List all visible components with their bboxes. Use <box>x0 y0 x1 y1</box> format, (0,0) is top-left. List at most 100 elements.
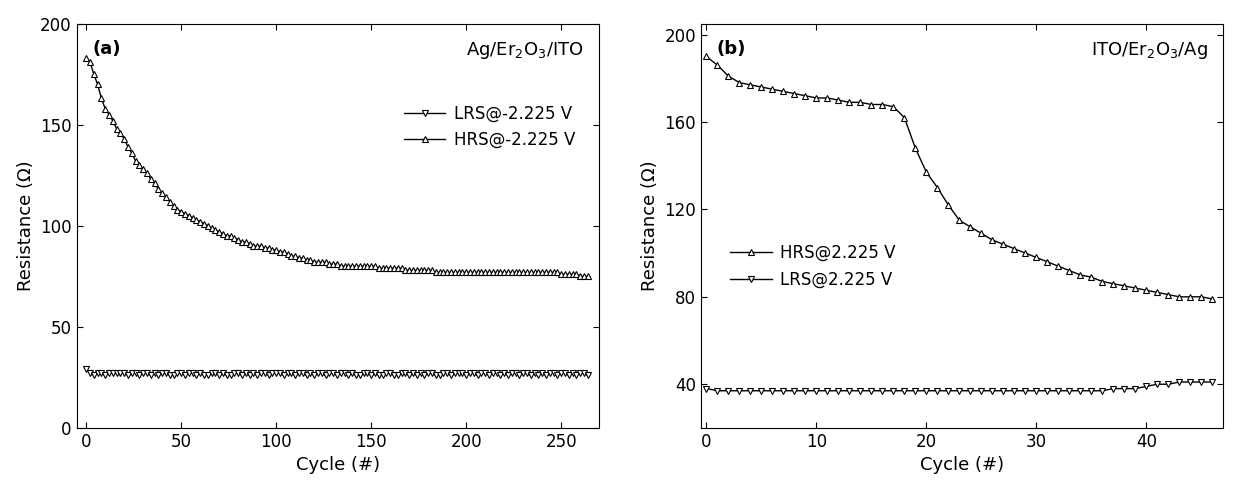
LRS@2.225 V <box>941 388 956 394</box>
HRS@2.225 V <box>897 115 911 121</box>
HRS@2.225 V <box>711 62 725 68</box>
HRS@2.225 V <box>776 88 791 94</box>
LRS@-2.225 V <box>79 366 94 372</box>
HRS@2.225 V <box>787 91 802 97</box>
HRS@2.225 V <box>1205 296 1220 302</box>
LRS@-2.225 V <box>428 372 443 378</box>
LRS@2.225 V <box>711 388 725 394</box>
LRS@2.225 V <box>754 388 769 394</box>
HRS@2.225 V <box>1073 272 1087 278</box>
HRS@2.225 V <box>919 169 934 175</box>
LRS@2.225 V <box>776 388 791 394</box>
Line: HRS@2.225 V: HRS@2.225 V <box>703 53 1215 302</box>
LRS@2.225 V <box>1106 385 1121 391</box>
LRS@2.225 V <box>1095 388 1110 394</box>
HRS@2.225 V <box>743 82 758 88</box>
LRS@2.225 V <box>897 388 911 394</box>
LRS@2.225 V <box>1128 385 1143 391</box>
Text: Ag/Er$_2$O$_3$/ITO: Ag/Er$_2$O$_3$/ITO <box>466 40 584 61</box>
LRS@2.225 V <box>952 388 967 394</box>
LRS@2.225 V <box>1172 379 1187 385</box>
LRS@2.225 V <box>1161 382 1176 387</box>
HRS@2.225 V <box>973 230 988 236</box>
LRS@2.225 V <box>1183 379 1198 385</box>
HRS@2.225 V <box>1007 246 1022 252</box>
HRS@-2.225 V <box>424 267 439 273</box>
HRS@2.225 V <box>820 95 835 101</box>
LRS@2.225 V <box>1040 388 1055 394</box>
HRS@-2.225 V <box>409 267 424 273</box>
HRS@2.225 V <box>1149 290 1164 296</box>
LRS@-2.225 V <box>565 370 580 376</box>
X-axis label: Cycle (#): Cycle (#) <box>920 456 1004 474</box>
HRS@-2.225 V <box>394 265 409 271</box>
HRS@2.225 V <box>963 224 978 230</box>
LRS@2.225 V <box>799 388 813 394</box>
LRS@2.225 V <box>864 388 879 394</box>
HRS@2.225 V <box>908 145 923 151</box>
X-axis label: Cycle (#): Cycle (#) <box>296 456 379 474</box>
HRS@2.225 V <box>885 104 900 109</box>
HRS@2.225 V <box>1052 263 1066 269</box>
HRS@2.225 V <box>1029 254 1044 260</box>
LRS@2.225 V <box>985 388 999 394</box>
LRS@2.225 V <box>1149 382 1164 387</box>
LRS@2.225 V <box>808 388 823 394</box>
HRS@2.225 V <box>1095 278 1110 284</box>
HRS@2.225 V <box>1138 287 1153 293</box>
LRS@2.225 V <box>1205 379 1220 385</box>
HRS@-2.225 V <box>580 273 595 279</box>
LRS@2.225 V <box>1194 379 1209 385</box>
LRS@2.225 V <box>996 388 1011 394</box>
Y-axis label: Resistance (Ω): Resistance (Ω) <box>16 161 35 291</box>
Line: LRS@2.225 V: LRS@2.225 V <box>703 379 1215 394</box>
LRS@2.225 V <box>930 388 945 394</box>
LRS@2.225 V <box>743 388 758 394</box>
HRS@2.225 V <box>996 242 1011 247</box>
HRS@2.225 V <box>732 80 746 85</box>
HRS@2.225 V <box>853 99 868 105</box>
HRS@2.225 V <box>1161 292 1176 298</box>
LRS@2.225 V <box>720 388 735 394</box>
LRS@2.225 V <box>765 388 780 394</box>
HRS@2.225 V <box>1061 268 1076 273</box>
LRS@2.225 V <box>885 388 900 394</box>
Legend: HRS@2.225 V, LRS@2.225 V: HRS@2.225 V, LRS@2.225 V <box>730 244 895 288</box>
HRS@2.225 V <box>985 237 999 243</box>
LRS@-2.225 V <box>413 370 428 376</box>
HRS@2.225 V <box>754 84 769 90</box>
HRS@-2.225 V <box>113 130 128 136</box>
HRS@2.225 V <box>1018 250 1033 256</box>
LRS@2.225 V <box>1061 388 1076 394</box>
LRS@2.225 V <box>1029 388 1044 394</box>
HRS@2.225 V <box>930 185 945 191</box>
HRS@2.225 V <box>765 86 780 92</box>
LRS@2.225 V <box>919 388 934 394</box>
HRS@-2.225 V <box>549 270 564 275</box>
LRS@2.225 V <box>732 388 746 394</box>
HRS@2.225 V <box>941 202 956 208</box>
LRS@2.225 V <box>853 388 868 394</box>
LRS@-2.225 V <box>580 372 595 378</box>
HRS@2.225 V <box>952 218 967 223</box>
LRS@2.225 V <box>1018 388 1033 394</box>
HRS@2.225 V <box>1040 259 1055 265</box>
HRS@2.225 V <box>1183 294 1198 300</box>
HRS@2.225 V <box>808 95 823 101</box>
LRS@2.225 V <box>963 388 978 394</box>
HRS@-2.225 V <box>573 273 588 279</box>
Text: ITO/Er$_2$O$_3$/Ag: ITO/Er$_2$O$_3$/Ag <box>1091 40 1208 61</box>
LRS@2.225 V <box>1007 388 1022 394</box>
Line: HRS@-2.225 V: HRS@-2.225 V <box>83 55 591 280</box>
LRS@2.225 V <box>1052 388 1066 394</box>
LRS@2.225 V <box>1073 388 1087 394</box>
HRS@2.225 V <box>699 54 714 59</box>
HRS@-2.225 V <box>562 272 577 277</box>
HRS@2.225 V <box>1172 294 1187 300</box>
LRS@2.225 V <box>875 388 890 394</box>
LRS@2.225 V <box>1117 385 1132 391</box>
Line: LRS@-2.225 V: LRS@-2.225 V <box>83 366 591 379</box>
HRS@2.225 V <box>875 102 890 108</box>
LRS@2.225 V <box>842 388 857 394</box>
LRS@-2.225 V <box>87 372 102 378</box>
